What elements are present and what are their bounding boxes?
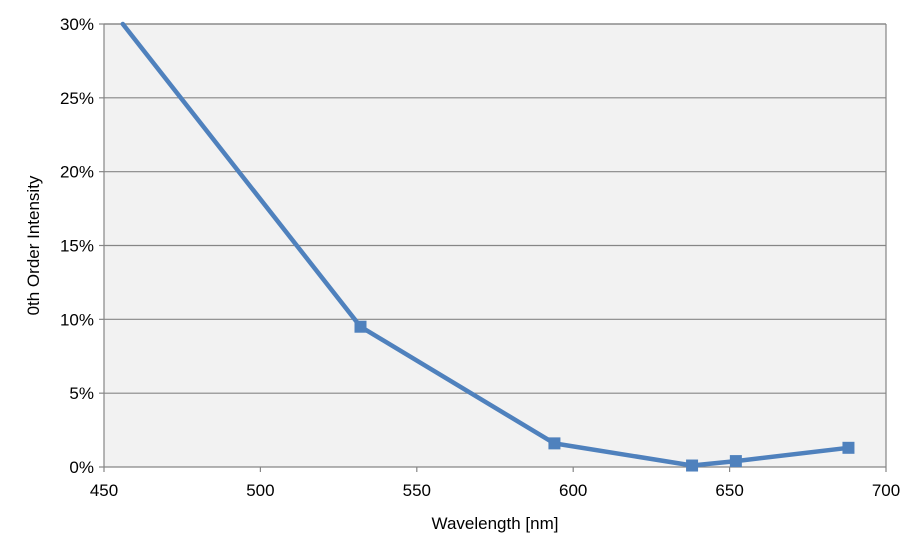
y-tick-label: 0% [69, 458, 94, 477]
data-point [548, 437, 561, 450]
y-tick-label: 10% [60, 310, 94, 329]
x-axis-title: Wavelength [nm] [432, 514, 559, 533]
data-point [686, 459, 699, 472]
x-tick-label: 650 [715, 481, 743, 500]
y-tick-label: 25% [60, 89, 94, 108]
series-group [120, 21, 855, 472]
x-tick-label: 600 [559, 481, 587, 500]
x-tick-label: 700 [872, 481, 900, 500]
x-tick-label: 550 [403, 481, 431, 500]
data-point [842, 441, 855, 454]
x-tick-label: 500 [246, 481, 274, 500]
x-tick-label: 450 [90, 481, 118, 500]
series-line [120, 21, 851, 468]
y-axis-title: 0th Order Intensity [24, 175, 43, 315]
y-tick-label: 30% [60, 15, 94, 34]
y-tick-label: 15% [60, 237, 94, 256]
y-axis-ticks: 0% 5% 10% 15% 20% 25% 30% [60, 15, 104, 477]
x-axis-ticks: 450 500 550 600 650 700 [90, 467, 900, 500]
data-point [729, 455, 742, 468]
data-point [354, 320, 367, 333]
y-tick-label: 5% [69, 384, 94, 403]
y-tick-label: 20% [60, 163, 94, 182]
